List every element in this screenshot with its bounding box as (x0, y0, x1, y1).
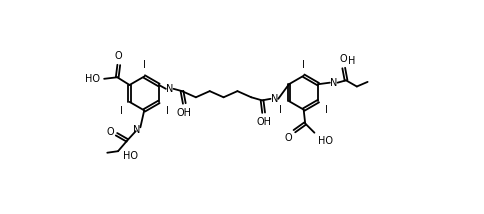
Text: I: I (120, 106, 122, 116)
Text: OH: OH (177, 108, 191, 118)
Text: O: O (339, 54, 347, 64)
Text: N: N (270, 94, 277, 104)
Text: OH: OH (256, 117, 271, 127)
Text: HO: HO (122, 151, 137, 161)
Text: HO: HO (317, 136, 332, 146)
Text: N: N (133, 125, 140, 135)
Text: I: I (166, 106, 168, 116)
Text: I: I (302, 59, 304, 70)
Text: O: O (115, 51, 122, 61)
Text: O: O (106, 127, 114, 137)
Text: I: I (325, 105, 328, 115)
Text: O: O (284, 133, 291, 143)
Text: N: N (329, 78, 337, 88)
Text: I: I (142, 60, 145, 70)
Text: HO: HO (85, 74, 100, 84)
Text: I: I (279, 105, 282, 115)
Text: N: N (166, 84, 173, 94)
Text: H: H (348, 56, 355, 66)
